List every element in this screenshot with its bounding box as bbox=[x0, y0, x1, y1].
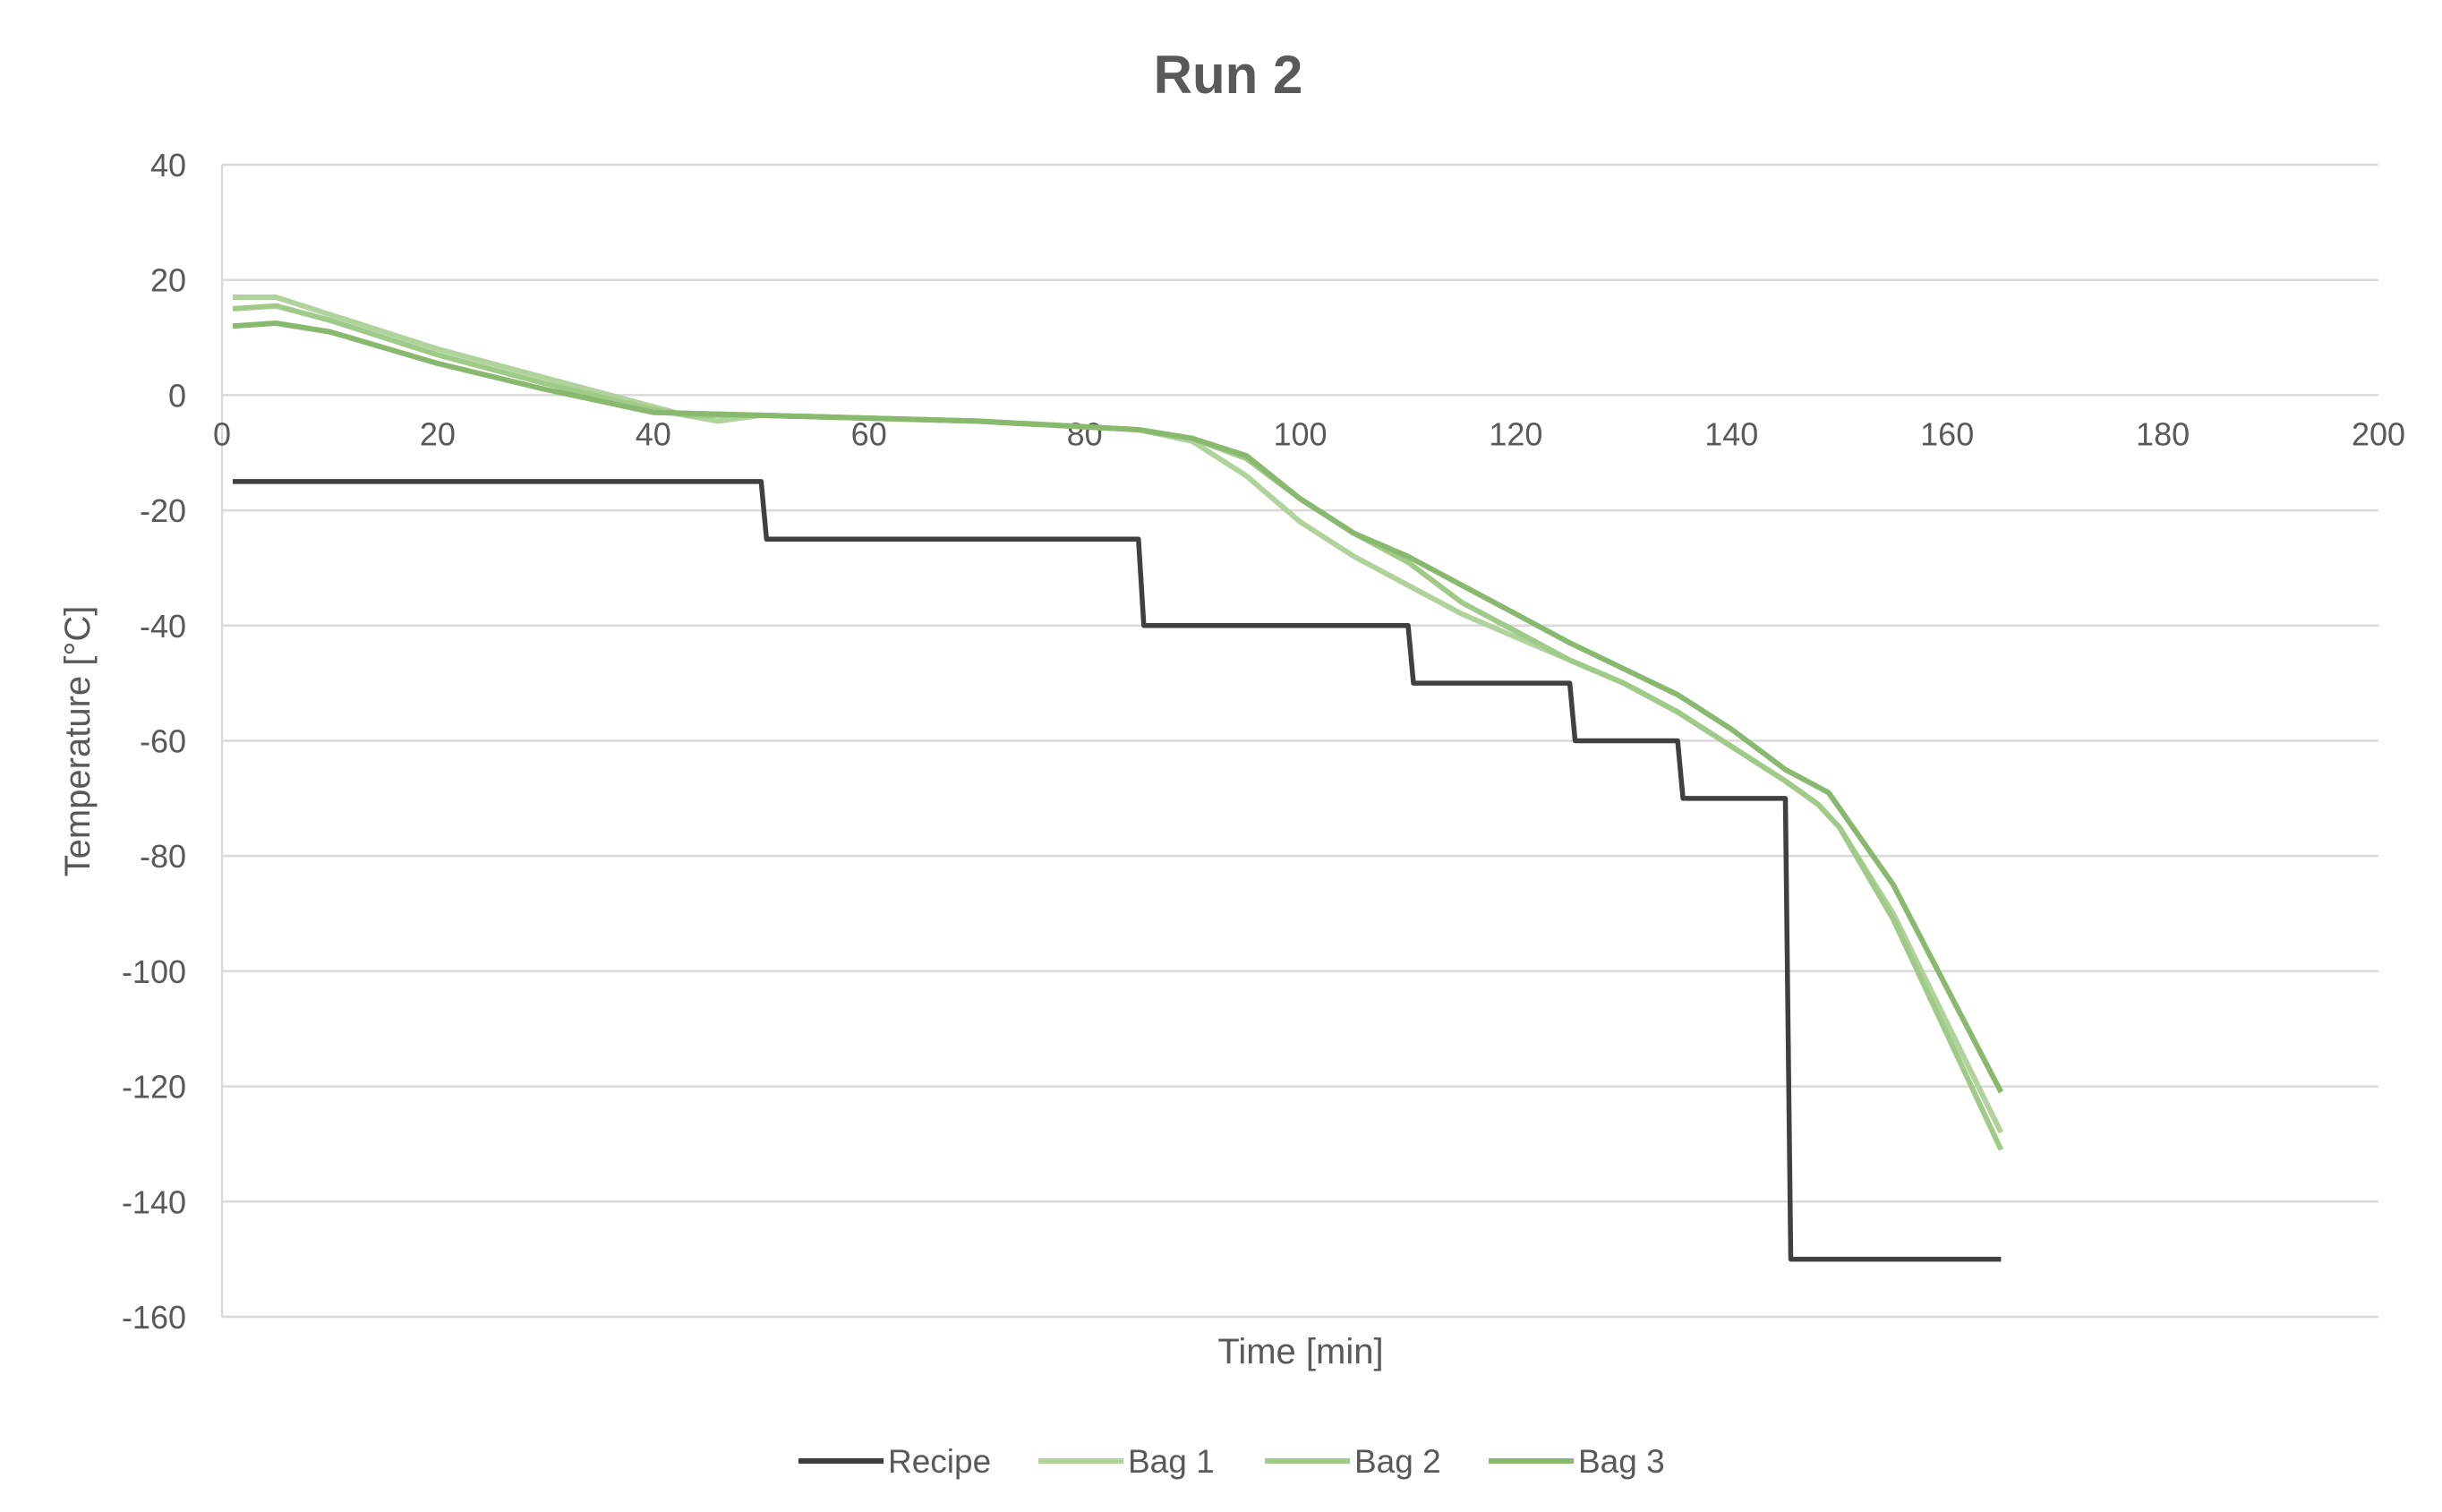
series-line-recipe bbox=[233, 479, 2002, 1262]
y-tick-label: -80 bbox=[140, 838, 186, 875]
x-axis-label: Time [min] bbox=[1217, 1332, 1383, 1371]
legend-label: Bag 1 bbox=[1128, 1443, 1215, 1480]
x-tick-label: 20 bbox=[420, 415, 456, 452]
legend-label: Recipe bbox=[888, 1443, 991, 1480]
x-tick-label: 120 bbox=[1489, 415, 1542, 452]
series-line-bag-3 bbox=[232, 320, 2004, 1094]
y-tick-label: -20 bbox=[140, 492, 186, 529]
x-tick-label: 100 bbox=[1273, 415, 1327, 452]
y-tick-label: -40 bbox=[140, 608, 186, 645]
legend-label: Bag 2 bbox=[1354, 1443, 1441, 1480]
y-axis-ticks: 40 20 0 -20 -40 -60 -80 -100 -120 -140 -160 bbox=[122, 147, 186, 1336]
legend: Recipe Bag 1 Bag 2 Bag 3 bbox=[798, 1443, 1665, 1480]
x-tick-label: 0 bbox=[213, 415, 231, 452]
x-tick-label: 40 bbox=[636, 415, 671, 452]
x-tick-label: 80 bbox=[1067, 415, 1103, 452]
y-tick-label: 20 bbox=[150, 262, 186, 299]
y-tick-label: -140 bbox=[122, 1183, 186, 1220]
x-tick-label: 60 bbox=[851, 415, 887, 452]
y-tick-label: -160 bbox=[122, 1299, 186, 1336]
x-tick-label: 200 bbox=[2352, 415, 2405, 452]
legend-label: Bag 3 bbox=[1578, 1443, 1665, 1480]
x-tick-label: 140 bbox=[1704, 415, 1758, 452]
y-axis-label: Temperature [°C] bbox=[58, 606, 98, 877]
x-tick-label: 180 bbox=[2136, 415, 2190, 452]
x-axis-ticks: 0 20 40 60 80 100 120 140 160 180 200 bbox=[213, 415, 2405, 452]
gridlines bbox=[220, 163, 2378, 1319]
y-tick-label: 0 bbox=[168, 377, 186, 414]
chart-title: Run 2 bbox=[1154, 45, 1303, 105]
x-tick-label: 160 bbox=[1920, 415, 1974, 452]
y-tick-label: -60 bbox=[140, 723, 186, 760]
series-lines bbox=[232, 295, 2004, 1262]
y-tick-label: -100 bbox=[122, 953, 186, 990]
y-tick-label: 40 bbox=[150, 147, 186, 184]
y-tick-label: -120 bbox=[122, 1069, 186, 1106]
